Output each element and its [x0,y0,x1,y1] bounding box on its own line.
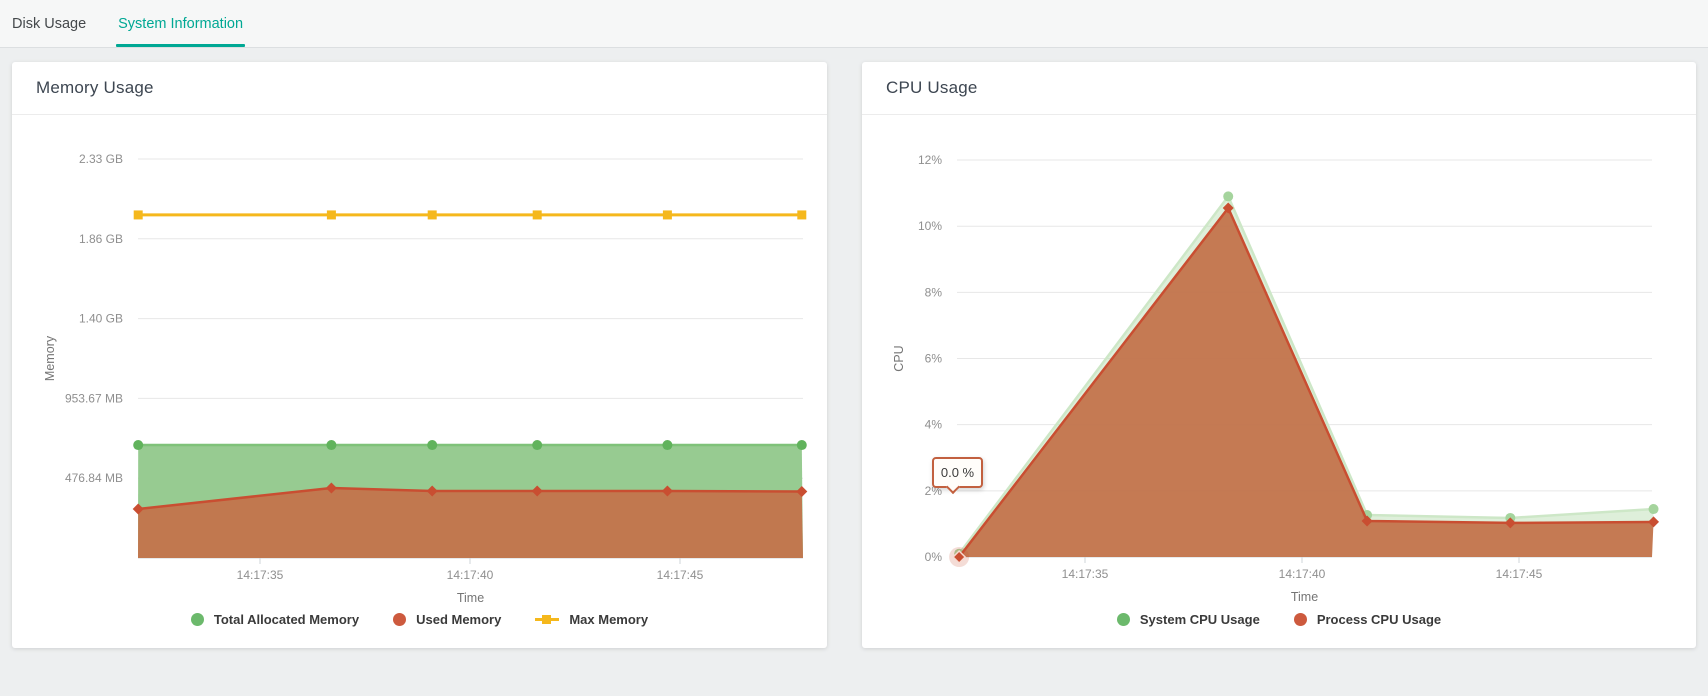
memory-series-max-memory [133,210,807,220]
tab-system-information[interactable]: System Information [116,0,246,47]
svg-text:476.84 MB: 476.84 MB [65,471,123,485]
tab-underline [10,44,88,47]
svg-text:14:17:45: 14:17:45 [657,568,704,582]
legend-item-max-memory[interactable]: Max Memory [535,612,648,627]
cpu-tooltip: 0.0 % [932,457,983,495]
svg-text:12%: 12% [918,153,942,167]
memory-chart-canvas[interactable]: 2.33 GB 1.86 GB 1.40 GB 953.67 MB 476.84 MB 1… [12,116,827,608]
memory-card-title: Memory Usage [36,78,154,97]
memory-x-axis: 14:17:35 14:17:40 14:17:45 [138,557,803,582]
svg-text:14:17:40: 14:17:40 [1279,567,1326,581]
svg-text:1.86 GB: 1.86 GB [79,232,123,246]
tab-disk-usage[interactable]: Disk Usage [10,0,88,47]
cpu-tooltip-value: 0.0 % [940,465,975,480]
cpu-card-title: CPU Usage [886,78,978,97]
cpu-chart-legend: System CPU Usage Process CPU Usage [862,612,1696,627]
legend-circle-marker [190,613,204,626]
cpu-highlighted-point [949,547,970,567]
svg-text:1.40 GB: 1.40 GB [79,312,123,326]
memory-ylabel: Memory [43,335,57,381]
memory-chart-legend: Total Allocated Memory Used Memory Max Mem… [12,612,827,627]
legend-label: Process CPU Usage [1316,612,1442,627]
legend-item-used-memory[interactable]: Used Memory [393,612,501,627]
cpu-ylabel: CPU [892,345,906,371]
memory-card-header: Memory Usage [12,62,827,115]
cpu-usage-card: CPU Usage 0% 2% 4% 6% 8% 10% 12% 14:17:35 14:17:… [862,62,1696,648]
legend-label: Used Memory [416,612,502,627]
svg-text:0%: 0% [925,550,943,564]
memory-grid: 2.33 GB 1.86 GB 1.40 GB 953.67 MB 476.84 MB [65,152,803,485]
svg-text:6%: 6% [925,352,943,366]
cpu-series-process-cpu-usage [953,202,1660,563]
tab-disk-usage-label: Disk Usage [12,15,87,32]
legend-square-line-marker [535,613,560,626]
cpu-x-axis: 14:17:35 14:17:40 14:17:45 [957,556,1652,581]
svg-text:2.33 GB: 2.33 GB [79,152,123,166]
tab-system-information-label: System Information [118,15,244,32]
legend-circle-marker [1293,613,1307,626]
cpu-xlabel: Time [1291,590,1318,604]
legend-label: Max Memory [569,612,649,627]
svg-text:10%: 10% [918,219,942,233]
cpu-chart-canvas[interactable]: 0%2%4%6%8%10%12%14:17:35 14:17:40 14:17:45… [862,116,1696,608]
memory-series-used-memory [132,482,808,558]
svg-text:4%: 4% [925,418,943,432]
tab-bar: Disk Usage System Information [0,0,1708,48]
svg-text:14:17:35: 14:17:35 [1062,567,1109,581]
cpu-card-header: CPU Usage [862,62,1696,115]
memory-xlabel: Time [457,591,484,605]
legend-circle-marker [393,613,407,626]
svg-text:14:17:40: 14:17:40 [447,568,494,582]
legend-item-total-allocated-memory[interactable]: Total Allocated Memory [190,612,360,627]
legend-label: System CPU Usage [1139,612,1260,627]
svg-text:8%: 8% [925,285,943,299]
svg-text:14:17:35: 14:17:35 [237,568,284,582]
svg-text:14:17:45: 14:17:45 [1496,567,1543,581]
svg-text:953.67 MB: 953.67 MB [65,391,123,405]
legend-circle-marker [1116,613,1130,626]
legend-item-process-cpu-usage[interactable]: Process CPU Usage [1293,612,1442,627]
memory-usage-card: Memory Usage 2.33 GB 1.86 GB 1.40 GB 953.67… [12,62,827,648]
legend-label: Total Allocated Memory [213,612,360,627]
legend-item-system-cpu-usage[interactable]: System CPU Usage [1116,612,1260,627]
tab-active-underline [116,44,246,47]
